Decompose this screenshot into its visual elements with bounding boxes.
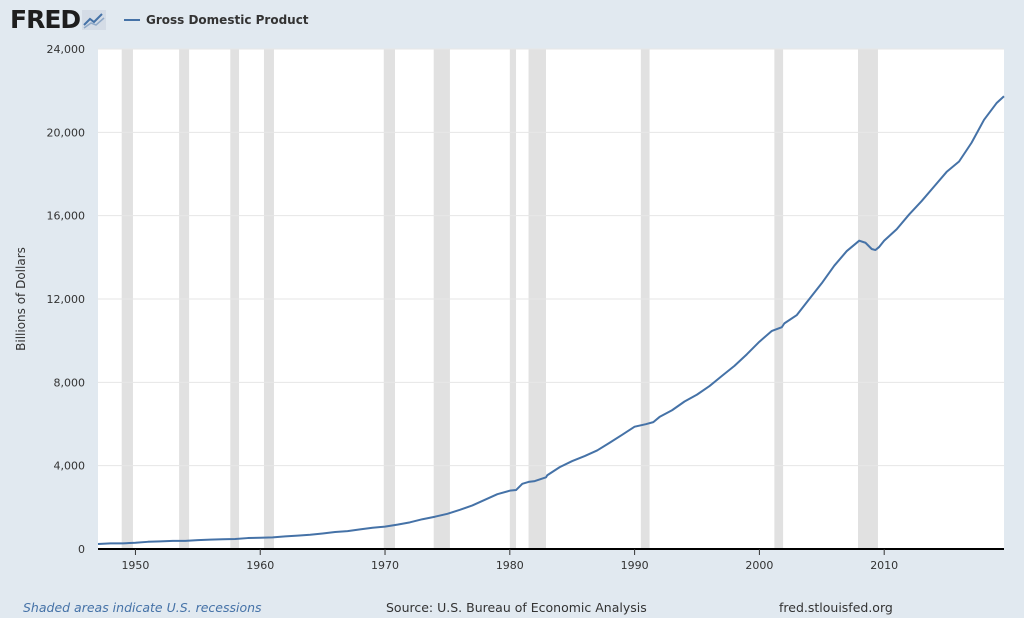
chart-header: FRED Gross Domestic Product — [0, 0, 1024, 40]
y-tick-label: 16,000 — [47, 210, 86, 223]
y-tick-label: 8,000 — [54, 376, 86, 389]
site-link[interactable]: fred.stlouisfed.org — [779, 600, 893, 615]
y-axis-title: Billions of Dollars — [14, 247, 28, 351]
gdp-line-chart[interactable]: 0 4,000 8,000 12,000 16,000 20,000 24,000 Billi… — [0, 40, 1024, 595]
y-tick-label: 12,000 — [47, 293, 86, 306]
x-tick-label: 1970 — [371, 559, 399, 572]
chart-legend[interactable]: Gross Domestic Product — [124, 11, 309, 29]
logo-text: FRED — [10, 5, 81, 34]
x-tick-label: 1950 — [121, 559, 149, 572]
series-line[interactable] — [97, 95, 1005, 545]
recession-note: Shaded areas indicate U.S. recessions — [23, 600, 262, 615]
y-tick-label: 24,000 — [47, 43, 86, 56]
plot-area: 0 4,000 8,000 12,000 16,000 20,000 24,000 Billi… — [14, 43, 1005, 572]
x-tick-label: 2010 — [870, 559, 898, 572]
fred-logo[interactable]: FRED — [10, 5, 107, 35]
x-tick-label: 2000 — [745, 559, 773, 572]
x-tick-label: 1990 — [621, 559, 649, 572]
y-tick-label: 0 — [78, 543, 85, 556]
y-tick-label: 20,000 — [47, 126, 86, 139]
legend-swatch — [124, 19, 140, 21]
legend-label: Gross Domestic Product — [146, 13, 309, 27]
source-text: Source: U.S. Bureau of Economic Analysis — [386, 600, 647, 615]
x-tick-label: 1980 — [496, 559, 524, 572]
y-tick-label: 4,000 — [54, 460, 86, 473]
line-chart-icon — [82, 10, 107, 30]
x-tick-label: 1960 — [246, 559, 274, 572]
